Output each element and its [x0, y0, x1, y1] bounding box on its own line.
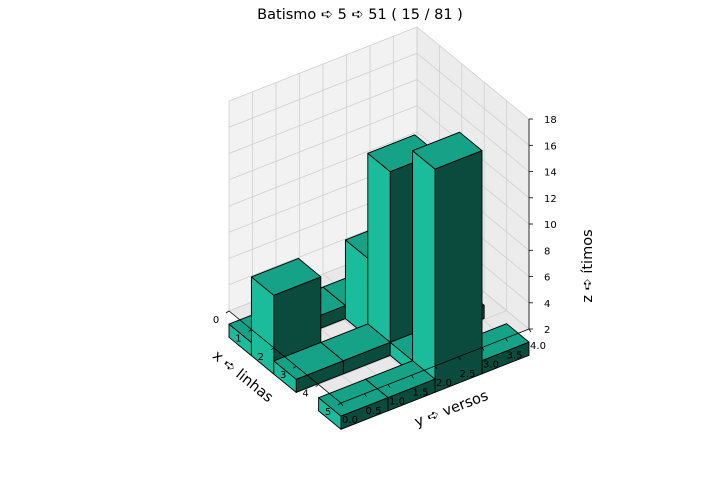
bar-face-side [412, 150, 436, 393]
y-tick-mark [434, 365, 438, 370]
axes: 0123450.00.51.01.52.02.53.03.54.02468101… [213, 115, 557, 426]
gridline-z-right [416, 26, 530, 120]
y-tick-mark [340, 402, 344, 407]
y-tick-label: 3.0 [483, 360, 499, 371]
x-tick-label: 1 [235, 333, 241, 344]
z-tick-label: 14 [544, 168, 557, 179]
y-tick-label: 3.5 [507, 350, 523, 361]
x-tick-mark [337, 402, 342, 406]
gridline-z-left [228, 105, 418, 181]
x-axis-line [228, 310, 342, 404]
x-tick-label: 2 [258, 352, 264, 363]
y-tick-label: 0.5 [366, 406, 382, 417]
z-tick-label: 16 [544, 141, 557, 152]
y-tick-label: 1.0 [389, 397, 405, 408]
y-tick-label: 0.0 [342, 415, 358, 426]
gridline-z-right [416, 52, 530, 146]
z-tick-label: 12 [544, 194, 557, 205]
z-tick-label: 4 [544, 299, 550, 310]
y-tick-mark [481, 347, 485, 351]
z-tick-label: 18 [544, 115, 557, 126]
z-axis-label: z ➪ ítimos [580, 229, 596, 302]
y-tick-mark [387, 384, 391, 388]
z-tick-label: 8 [544, 246, 550, 257]
z-tick-label: 2 [544, 325, 550, 336]
bar-face-front [434, 150, 483, 393]
gridline-z-right [416, 79, 530, 172]
gridline-z-left [228, 79, 418, 154]
x-tick-mark [248, 329, 252, 332]
y-tick-mark [411, 375, 414, 379]
gridline-z-left [228, 131, 418, 207]
x-tick-label: 3 [280, 370, 286, 381]
bar-4-2 [412, 131, 483, 393]
x-tick-mark [270, 347, 275, 351]
bar-face-top [273, 341, 344, 380]
x-tick-label: 0 [213, 315, 219, 326]
x-tick-label: 5 [325, 407, 331, 418]
x-tick-mark [292, 365, 297, 369]
y-tick-label: 2.0 [436, 378, 452, 389]
y-tick-label: 2.5 [460, 369, 476, 380]
y-tick-mark [528, 328, 532, 333]
y-tick-mark [458, 356, 461, 361]
y-tick-label: 4.0 [530, 341, 546, 352]
bar-face-top [318, 378, 389, 417]
x-tick-mark [225, 310, 230, 314]
x-tick-label: 4 [302, 389, 308, 400]
y-tick-label: 1.5 [413, 387, 429, 398]
gridline-z-left [228, 52, 418, 128]
chart-title: Batismo ➪ 5 ➪ 51 ( 15 / 81 ) [257, 7, 463, 23]
bars [228, 131, 530, 430]
z-tick-label: 10 [544, 220, 557, 231]
bar-face-side [367, 152, 391, 356]
y-tick-mark [505, 338, 508, 342]
bar-face-top [250, 257, 322, 296]
bar-face-top [412, 131, 483, 170]
gridline-z-left [228, 26, 418, 102]
x-tick-mark [315, 384, 319, 387]
y-tick-mark [364, 393, 367, 398]
bar-4-0 [318, 378, 389, 430]
z-tick-label: 6 [544, 273, 550, 284]
bar-2-0 [273, 341, 344, 393]
